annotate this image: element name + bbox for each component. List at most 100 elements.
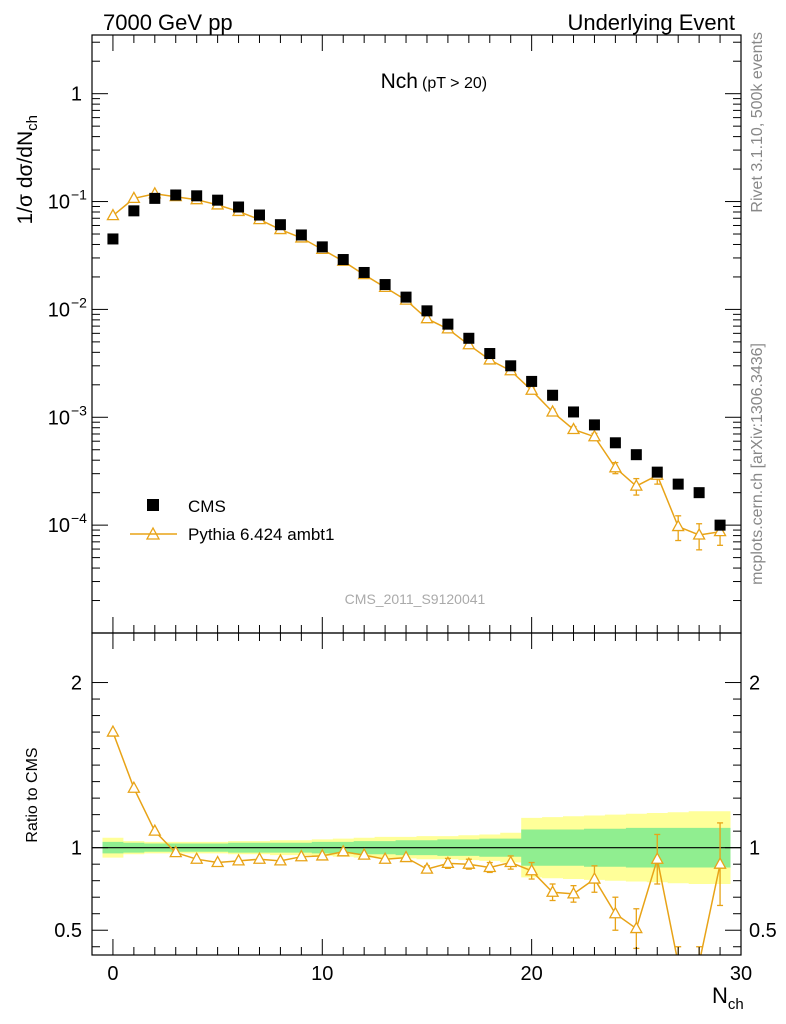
- ratio-mc-point: [378, 851, 392, 864]
- ratio-mc-point: [525, 863, 539, 876]
- ratio-y-label: Ratio to CMS: [24, 747, 41, 842]
- data-point: [149, 192, 161, 204]
- data-point: [630, 449, 642, 461]
- ratio-mc-point: [587, 871, 602, 884]
- ratio-mc-point: [420, 861, 434, 874]
- mc-point: [629, 478, 643, 491]
- ratio-mc-point: [231, 853, 246, 866]
- watermark: CMS_2011_S9120041: [345, 591, 486, 607]
- legend-mc-label: Pythia 6.424 ambt1: [188, 525, 334, 544]
- data-point: [107, 233, 119, 245]
- ratio-mc-point: [399, 850, 413, 863]
- ratio-mc-point: [462, 856, 476, 869]
- main-y-label: 1/σ dσ/dNch: [14, 115, 41, 224]
- data-point: [693, 487, 705, 499]
- ratio-y-tick-label-right: 1: [749, 838, 760, 860]
- ratio-mc-point: [673, 957, 684, 967]
- ratio-plot-frame: [91, 632, 742, 956]
- x-tick-label: 30: [730, 963, 752, 985]
- ratio-mc-point: [504, 855, 518, 868]
- mc-point: [106, 208, 120, 221]
- mc-point: [566, 422, 581, 435]
- ratio-y-tick-label: 2: [71, 673, 82, 695]
- ratio-mc-point: [273, 853, 288, 866]
- y-tick-label: 1: [71, 84, 82, 106]
- ratio-mc-point: [566, 886, 581, 899]
- mc-point: [692, 527, 706, 540]
- mc-point: [608, 460, 622, 473]
- x-tick-label: 0: [107, 963, 118, 985]
- x-tick-label: 20: [521, 963, 543, 985]
- x-tick-label: 10: [311, 963, 333, 985]
- data-point: [191, 190, 203, 202]
- ratio-mc-point: [294, 849, 308, 862]
- ratio-y-tick-label: 1: [71, 838, 82, 860]
- mcplots-info: mcplots.cern.ch [arXiv:1306.3436]: [749, 343, 766, 585]
- y-tick-exponent: −4: [71, 510, 87, 526]
- data-point: [484, 348, 496, 360]
- data-point: [400, 291, 412, 303]
- ratio-series-group: [106, 724, 727, 967]
- legend-data-label: CMS: [188, 497, 226, 516]
- data-point: [442, 318, 454, 330]
- ratio-mc-point: [483, 860, 497, 873]
- ratio-mc-point: [441, 856, 455, 869]
- y-tick-exponent: −2: [71, 294, 87, 310]
- data-point: [274, 219, 286, 231]
- data-point: [568, 406, 580, 418]
- data-point: [547, 389, 559, 401]
- data-point: [609, 437, 621, 449]
- data-point: [463, 332, 475, 344]
- svg-text:Ratio to CMS: Ratio to CMS: [24, 747, 41, 842]
- ratio-mc-point: [211, 855, 225, 868]
- y-tick-label: 10: [48, 192, 70, 214]
- data-point: [233, 201, 245, 213]
- data-point: [505, 360, 517, 372]
- data-point: [421, 305, 433, 317]
- data-point: [295, 229, 307, 241]
- data-point: [379, 279, 391, 291]
- mc-point: [671, 519, 685, 532]
- ratio-plot: 0 10 20 30 0.5 0.5 1 1 2 2 Ratio to CMS: [24, 632, 777, 985]
- ratio-mc-point: [315, 848, 329, 861]
- svg-text:1/σ dσ/dNch: 1/σ dσ/dNch: [14, 115, 41, 224]
- data-point: [672, 478, 684, 490]
- data-point: [337, 254, 349, 266]
- y-tick-label: 10: [48, 299, 70, 321]
- ratio-mc-point: [694, 957, 705, 967]
- data-point: [714, 519, 726, 531]
- legend: CMS Pythia 6.424 ambt1: [130, 497, 334, 544]
- mc-point: [525, 382, 539, 395]
- data-point: [316, 241, 328, 253]
- ratio-mc-point: [169, 845, 183, 858]
- legend-data-marker: [147, 499, 159, 511]
- ratio-mc-point: [545, 884, 560, 897]
- data-point: [253, 209, 265, 221]
- mc-point: [420, 311, 434, 324]
- mc-series-line: [112, 193, 721, 536]
- ratio-mc-point: [357, 847, 371, 860]
- ratio-mc-point: [252, 851, 267, 864]
- plot-title-sub: (pT > 20): [422, 75, 487, 92]
- data-point: [212, 194, 224, 206]
- y-tick-label: 10: [48, 515, 70, 537]
- mc-point: [545, 404, 560, 417]
- y-tick-exponent: −3: [71, 402, 87, 418]
- data-point: [526, 375, 538, 387]
- ratio-y-tick-label-right: 2: [749, 673, 760, 695]
- plot-title: Nch: [381, 70, 418, 93]
- ratio-mc-point: [629, 921, 643, 934]
- main-plot: 10 −410 −310 −210 −11 Nch (pT > 20) CMS_2011…: [14, 34, 742, 634]
- ratio-mc-point: [190, 851, 204, 864]
- data-point: [358, 266, 370, 278]
- mc-point: [462, 337, 476, 350]
- energy-label: 7000 GeV pp: [103, 10, 233, 35]
- data-point: [588, 419, 600, 431]
- ratio-mc-point: [127, 780, 141, 793]
- data-point: [128, 205, 140, 217]
- mc-point: [713, 524, 727, 537]
- y-tick-exponent: −1: [71, 187, 87, 203]
- x-axis-label: Nch: [712, 983, 744, 1013]
- ratio-mc-point: [650, 851, 664, 864]
